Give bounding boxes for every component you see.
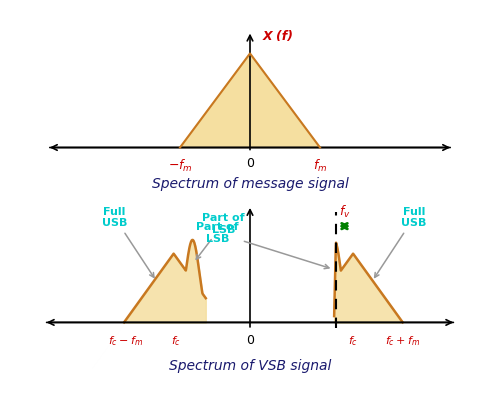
Text: Spectrum of VSB signal: Spectrum of VSB signal [169,359,331,373]
Text: 0: 0 [246,157,254,170]
Text: Part of
LSB: Part of LSB [196,222,329,268]
Text: Full
USB: Full USB [102,207,154,278]
Text: $f_v$: $f_v$ [338,204,350,220]
Text: X (f): X (f) [262,30,294,43]
Text: $f_m$: $f_m$ [313,157,327,173]
Text: Spectrum of message signal: Spectrum of message signal [152,177,348,191]
Text: Part of
LSB: Part of LSB [196,213,244,259]
Text: Full
USB: Full USB [374,207,427,278]
Polygon shape [180,53,320,147]
Text: $f_c - f_m$: $f_c - f_m$ [108,334,144,348]
Text: $f_c$: $f_c$ [170,334,180,348]
Text: $-f_m$: $-f_m$ [168,157,192,173]
Text: $f_c$: $f_c$ [348,334,358,348]
Text: 0: 0 [246,334,254,347]
Text: $f_c + f_m$: $f_c + f_m$ [385,334,420,348]
